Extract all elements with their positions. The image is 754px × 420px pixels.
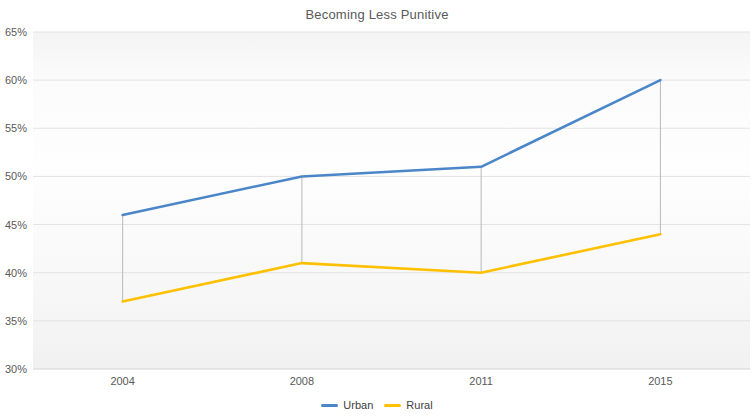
legend: Urban Rural [0, 399, 754, 411]
legend-label-rural: Rural [406, 399, 432, 411]
x-tick-label: 2008 [212, 375, 391, 387]
y-tick-label: 40% [5, 266, 27, 280]
rural-line-swatch [384, 404, 401, 407]
y-axis-labels: 65% 60% 55% 50% 45% 40% 35% 30% [0, 25, 27, 376]
y-tick-label: 45% [5, 218, 27, 232]
urban-line-swatch [321, 404, 338, 407]
x-tick-label: 2015 [571, 375, 750, 387]
x-axis-labels: 2004 2008 2011 2015 [33, 375, 750, 387]
legend-item-rural: Rural [384, 399, 432, 411]
y-tick-label: 35% [5, 314, 27, 328]
x-tick-label: 2004 [33, 375, 212, 387]
x-tick-label: 2011 [392, 375, 571, 387]
y-tick-label: 65% [5, 25, 27, 39]
legend-item-urban: Urban [321, 399, 373, 411]
y-tick-label: 50% [5, 169, 27, 183]
chart-canvas [0, 0, 754, 420]
y-tick-label: 60% [5, 73, 27, 87]
legend-label-urban: Urban [343, 399, 373, 411]
y-tick-label: 55% [5, 121, 27, 135]
line-chart: Becoming Less Punitive 65% 60% 55% 50% 4… [0, 0, 754, 420]
y-tick-label: 30% [5, 362, 27, 376]
